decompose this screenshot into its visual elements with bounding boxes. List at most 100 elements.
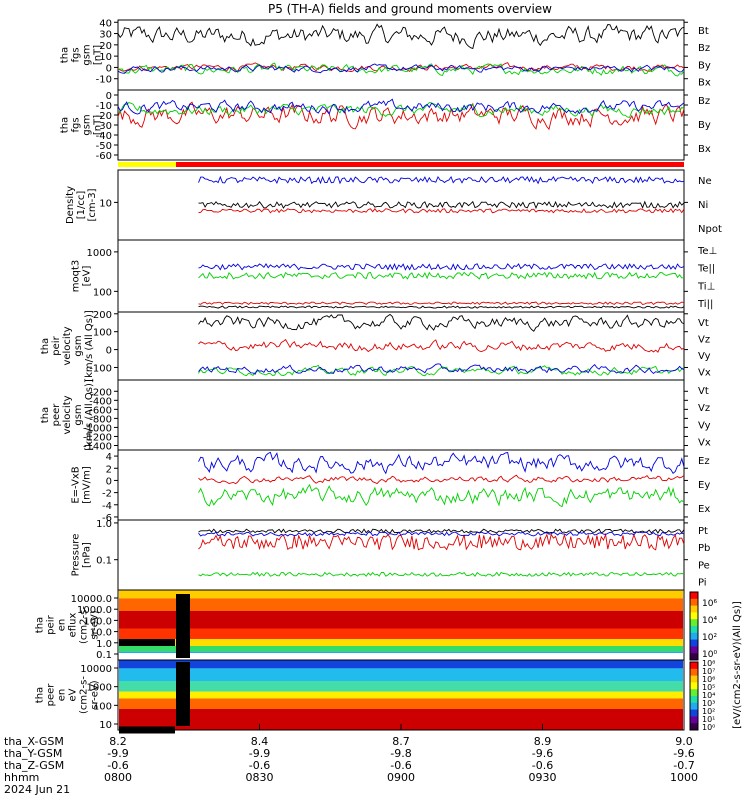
colorbar-tick-label: 10⁶ bbox=[702, 599, 717, 609]
colorbar-segment bbox=[690, 653, 698, 661]
legend-pi: Pi bbox=[698, 577, 707, 588]
colorbar-segment bbox=[690, 668, 698, 677]
legend-vy: Vy bbox=[698, 420, 711, 431]
legend-pe: Pe bbox=[698, 560, 710, 571]
spectrogram-band bbox=[119, 681, 683, 692]
spectrogram-band bbox=[119, 698, 683, 709]
legend-ne: Ne bbox=[698, 176, 712, 187]
y-axis-label: [nPa] bbox=[82, 542, 93, 568]
series-line-ti bbox=[198, 271, 685, 280]
x-axis-value: 0830 bbox=[246, 771, 274, 784]
y-axis-label: peir bbox=[46, 614, 57, 634]
x-axis-date: 2024 Jun 21 bbox=[4, 783, 70, 796]
legend-pb: Pb bbox=[698, 543, 710, 554]
colorbar-label: [eV/(cm2-s-sr-eV)(All Qs)] bbox=[732, 601, 743, 729]
spectrogram-band bbox=[119, 660, 683, 669]
panel-9: tha peir en eflux (cm2-s-sr-eV) 10000.01000.0… bbox=[35, 589, 685, 661]
colorbar-segment bbox=[690, 675, 698, 683]
legend-vz: Vz bbox=[698, 403, 710, 414]
colorbar-tick-label: 10¹ bbox=[702, 715, 715, 724]
y-tick-label: 10000 bbox=[80, 664, 112, 675]
series-line-pt bbox=[198, 528, 685, 534]
y-axis-label: sr-eV) bbox=[90, 610, 101, 639]
y-axis-label: gsm bbox=[82, 114, 93, 135]
spectrogram-gap bbox=[176, 662, 190, 726]
y-axis-label: E=-VxB bbox=[71, 466, 82, 503]
x-axis-row-label: tha_Y-GSM bbox=[4, 747, 62, 760]
y-tick-label: 100 bbox=[93, 328, 112, 339]
y-axis-label: [km/s (All Qs)] bbox=[84, 310, 95, 382]
y-axis-label: Density bbox=[65, 186, 76, 224]
x-axis-value: 9.0 bbox=[675, 735, 693, 748]
y-tick-label: -1000 bbox=[83, 423, 112, 434]
colorbar-tick-label: 10⁶ bbox=[702, 675, 715, 684]
series-line-bt bbox=[117, 23, 685, 50]
legend-by: By bbox=[698, 60, 711, 71]
y-axis-label: peer bbox=[46, 683, 57, 707]
colorbar-segment bbox=[690, 612, 698, 620]
x-axis-value: 8.7 bbox=[392, 735, 410, 748]
y-tick-label: 1000.0 bbox=[77, 605, 112, 616]
y-tick-label: 2 bbox=[106, 464, 112, 475]
y-axis-label: (cm2-s- bbox=[79, 676, 90, 714]
legend-te: Te|| bbox=[697, 264, 715, 275]
x-axis-value: 1000 bbox=[670, 771, 698, 784]
series-line-bz bbox=[117, 62, 685, 73]
series-line-vx bbox=[198, 363, 685, 375]
y-axis-label: tha bbox=[40, 407, 51, 423]
legend-vt: Vt bbox=[698, 318, 709, 329]
y-axis-label: en bbox=[57, 619, 68, 632]
legend-vy: Vy bbox=[698, 351, 711, 362]
colorbar-frame bbox=[689, 591, 699, 661]
y-axis-label: gsm bbox=[73, 404, 84, 425]
spectrogram-gap bbox=[119, 639, 175, 646]
colorbar-segment bbox=[690, 592, 698, 600]
x-axis-value: -9.9 bbox=[107, 747, 128, 760]
x-axis-value: -0.6 bbox=[390, 759, 411, 772]
y-axis-label: eV bbox=[68, 688, 79, 701]
series-line-ni bbox=[198, 200, 685, 210]
series-line-ey bbox=[198, 483, 685, 508]
colorbar-segment bbox=[690, 716, 698, 724]
colorbar-segment bbox=[690, 689, 698, 697]
y-tick-label: 1000 bbox=[87, 248, 112, 259]
y-tick-label: -800 bbox=[89, 414, 112, 425]
y-tick-label: 0.1 bbox=[96, 650, 112, 661]
x-axis-value: 8.4 bbox=[251, 735, 269, 748]
y-axis-label: tha bbox=[35, 687, 46, 703]
legend-bt: Bt bbox=[698, 26, 709, 37]
series-line-bz bbox=[117, 101, 685, 131]
y-tick-label: 20 bbox=[99, 41, 112, 52]
y-axis-label: sr-eV) bbox=[90, 680, 101, 709]
legend-ex: Ex bbox=[698, 504, 710, 515]
legend-npot: Npot bbox=[698, 224, 722, 235]
y-tick-label: -60 bbox=[96, 151, 112, 162]
mode-bar bbox=[118, 162, 684, 167]
spectrogram-band bbox=[119, 653, 683, 660]
x-axis-value: -0.6 bbox=[249, 759, 270, 772]
colorbar-segment bbox=[690, 696, 698, 704]
series-line-ez bbox=[198, 474, 685, 485]
colorbar-tick-label: 10⁴ bbox=[702, 616, 717, 626]
y-tick-label: 0 bbox=[106, 476, 112, 487]
colorbar-tick-label: 10⁵ bbox=[702, 683, 715, 692]
legend-ti: Ti|| bbox=[697, 299, 713, 310]
series-line-vt bbox=[198, 313, 685, 332]
y-tick-label: -4 bbox=[102, 501, 112, 512]
x-axis-value: 8.2 bbox=[109, 735, 127, 748]
y-tick-label: -50 bbox=[96, 141, 112, 152]
colorbar-segment bbox=[690, 626, 698, 634]
series-line-ex bbox=[198, 451, 685, 475]
spectrogram-band bbox=[119, 611, 683, 629]
y-tick-label: 1.0 bbox=[96, 519, 112, 530]
colorbar-segment bbox=[690, 662, 698, 670]
series-line-ti bbox=[198, 263, 685, 271]
series-line-te bbox=[198, 305, 685, 309]
y-axis-label: (cm2-s- bbox=[79, 606, 90, 644]
colorbar-segment bbox=[690, 709, 698, 717]
series-line-vy bbox=[198, 364, 685, 377]
spectrogram-gap bbox=[176, 594, 190, 658]
spectrogram-band bbox=[119, 598, 683, 611]
colorbar-segment bbox=[690, 598, 698, 607]
y-axis-label: [cm-3] bbox=[87, 188, 98, 221]
